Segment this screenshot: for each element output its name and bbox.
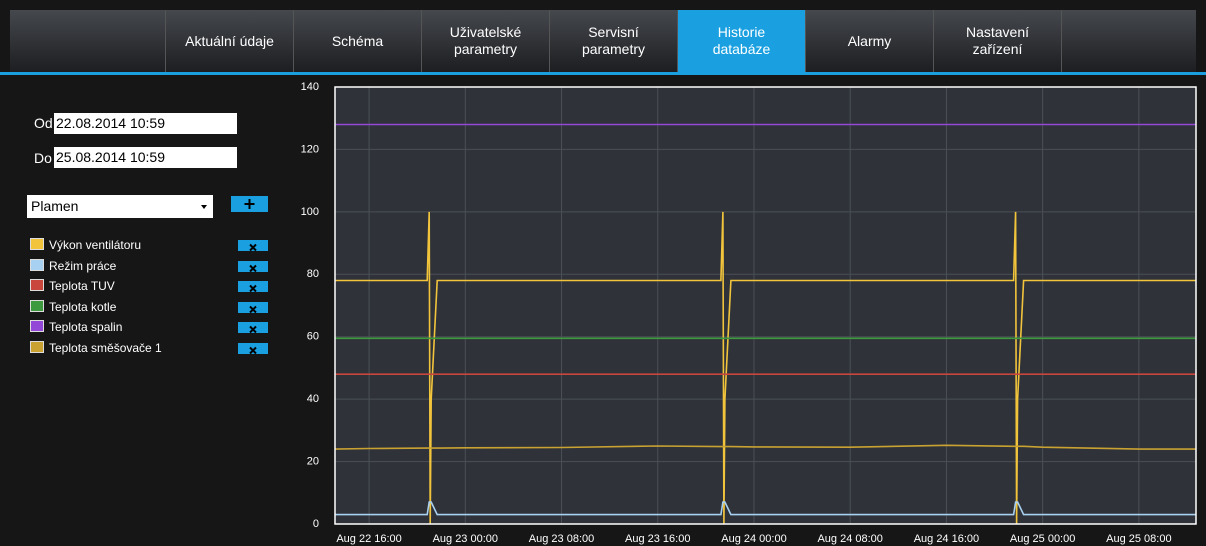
legend-swatch	[30, 238, 44, 250]
legend-item: Výkon ventilátoru	[30, 238, 141, 252]
nav-tab[interactable]: Alarmy	[805, 10, 933, 72]
nav-tab[interactable]: Servisní parametry	[549, 10, 677, 72]
legend-item: Režim práce	[30, 258, 117, 273]
nav-tab[interactable]: Aktuální údaje	[165, 10, 293, 72]
remove-button[interactable]	[238, 301, 268, 314]
x-tick-label: Aug 25 08:00	[1106, 533, 1171, 545]
y-tick-label: 60	[307, 331, 319, 343]
y-tick-label: 20	[307, 455, 319, 467]
x-tick-label: Aug 23 00:00	[433, 533, 498, 545]
x-tick-label: Aug 23 08:00	[529, 533, 594, 545]
x-tick-label: Aug 25 00:00	[1010, 533, 1075, 545]
x-icon	[249, 264, 257, 272]
remove-button[interactable]	[238, 260, 268, 272]
legend-label: Režim práce	[49, 258, 117, 273]
x-icon	[249, 305, 257, 314]
nav-bar: Aktuální údaje Schéma Uživatelské parametr…	[10, 10, 1196, 72]
series-line	[335, 501, 1196, 516]
chart: 0 20 40 60 80 100 120 140 Aug 22 16:00 Aug 23 00:…	[301, 81, 1197, 545]
legend-swatch	[30, 279, 44, 292]
nav-separator	[1061, 10, 1187, 72]
x-icon	[249, 284, 257, 293]
x-icon	[249, 346, 257, 355]
nav-tab[interactable]: Nastavení zařízení	[933, 10, 1061, 72]
remove-icon	[249, 326, 257, 334]
legend-item: Teplota spalin	[30, 320, 122, 334]
legend-swatch	[30, 258, 44, 271]
to-label: Do	[34, 150, 52, 166]
series-line	[334, 444, 1196, 450]
remove-icon	[249, 243, 257, 252]
y-tick-label: 100	[301, 206, 319, 218]
select-value: Plamen	[31, 198, 79, 214]
legend-swatch	[30, 320, 44, 333]
x-icon	[249, 243, 257, 252]
legend-swatch	[30, 341, 44, 353]
nav-underline	[0, 72, 1206, 75]
plot-border	[334, 86, 1197, 525]
x-tick-label: Aug 24 16:00	[914, 533, 979, 545]
remove-icon	[249, 305, 257, 314]
remove-icon	[249, 264, 257, 272]
legend-swatch	[30, 299, 44, 312]
legend-item: Teplota TUV	[30, 279, 115, 293]
add-button[interactable]	[231, 196, 268, 212]
nav-tab[interactable]: Uživatelské parametry	[421, 10, 549, 72]
nav-tab[interactable]: Historie databáze	[677, 10, 805, 72]
legend-label: Teplota směšovače 1	[49, 341, 162, 355]
from-input[interactable]: 22.08.2014 10:59	[54, 113, 237, 134]
from-label: Od	[34, 115, 53, 131]
caret	[201, 205, 207, 209]
nav-tab[interactable]: Schéma	[293, 10, 421, 72]
x-tick-label: Aug 24 08:00	[817, 533, 882, 545]
plot-area	[335, 87, 1196, 524]
x-tick-label: Aug 24 00:00	[721, 533, 786, 545]
y-tick-label: 40	[307, 393, 319, 405]
remove-button[interactable]	[238, 322, 268, 334]
legend-item: Teplota kotle	[30, 299, 117, 314]
legend-label: Teplota spalin	[49, 320, 123, 335]
y-tick-label: 140	[301, 81, 319, 93]
to-input[interactable]: 25.08.2014 10:59	[54, 147, 237, 168]
remove-icon	[249, 346, 257, 355]
x-tick-label: Aug 22 16:00	[336, 533, 401, 545]
x-tick-label: Aug 23 16:00	[625, 533, 690, 545]
series-select[interactable]: Plamen	[27, 195, 213, 218]
y-tick-label: 120	[301, 143, 319, 155]
remove-icon	[249, 284, 257, 293]
remove-button[interactable]	[238, 343, 268, 355]
legend-label: Teplota kotle	[49, 299, 117, 314]
legend-item: Teplota směšovače 1	[30, 341, 162, 355]
remove-button[interactable]	[238, 281, 268, 293]
y-tick-label: 80	[307, 268, 319, 280]
y-tick-label: 0	[313, 518, 319, 530]
legend-label: Teplota TUV	[49, 279, 115, 294]
remove-button[interactable]	[238, 240, 268, 252]
legend-label: Výkon ventilátoru	[49, 238, 142, 252]
x-icon	[249, 326, 257, 334]
